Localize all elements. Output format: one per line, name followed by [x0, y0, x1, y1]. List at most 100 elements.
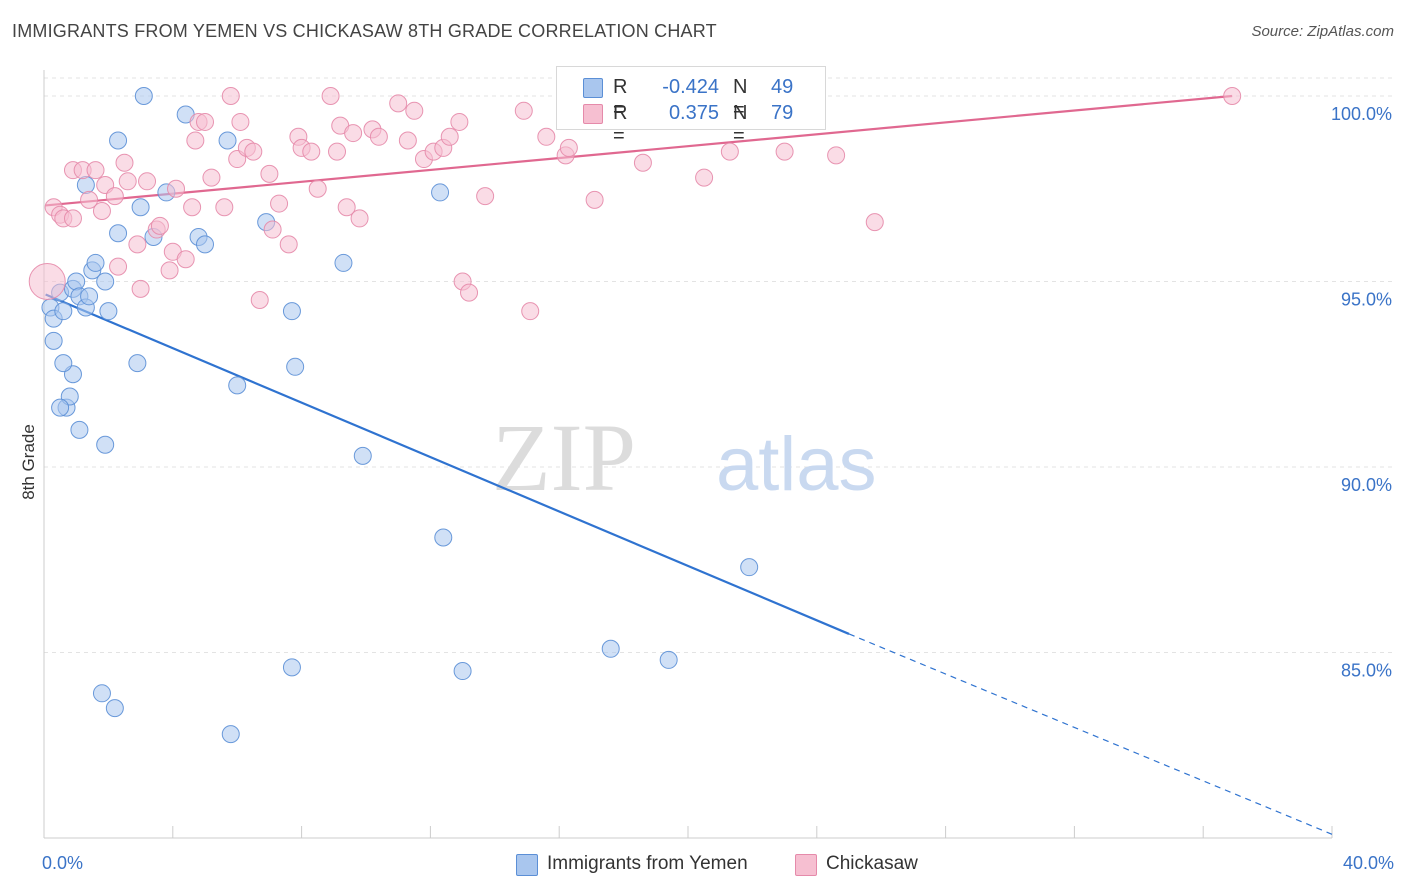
point-yemen [218, 131, 237, 150]
point-chickasaw [344, 124, 363, 143]
y-tick-label: 100.0% [1331, 104, 1392, 124]
point-yemen [99, 302, 118, 321]
point-chickasaw [476, 187, 495, 206]
trend-line-chickasaw [45, 94, 1233, 207]
point-chickasaw [138, 172, 157, 191]
legend-n-value-chickasaw: 79 [771, 102, 794, 124]
point-yemen [109, 131, 128, 150]
point-chickasaw [186, 131, 205, 150]
legend-swatch-yemen [583, 78, 603, 98]
point-yemen [70, 420, 89, 439]
point-chickasaw [460, 283, 479, 302]
point-yemen [96, 272, 115, 291]
axis-layer: 85.0% 90.0% 95.0% 100.0% 0.0% 40.0% [42, 70, 1394, 873]
point-chickasaw [196, 112, 214, 131]
trend-line-yemen [45, 293, 850, 635]
y-axis-label: 8th Grade [19, 424, 38, 500]
point-yemen [282, 658, 301, 677]
legend-n-label: N = [733, 102, 748, 147]
point-yemen [431, 183, 450, 202]
legend-r-label: R = [613, 102, 628, 147]
point-chickasaw [260, 164, 279, 183]
point-chickasaw [328, 142, 347, 161]
point-yemen [601, 639, 620, 658]
point-chickasaw [514, 101, 533, 120]
point-chickasaw [389, 94, 408, 113]
point-chickasaw [221, 86, 240, 105]
bottom-legend-swatch-chickasaw [795, 854, 817, 876]
points-layer [28, 86, 1242, 744]
point-chickasaw [86, 161, 105, 180]
point-chickasaw [337, 198, 356, 217]
point-yemen [128, 354, 147, 373]
legend-r-label: R = [613, 76, 628, 121]
point-chickasaw [308, 179, 327, 198]
trend-layer [45, 94, 1333, 835]
point-chickasaw [559, 138, 578, 157]
point-yemen [434, 528, 453, 547]
point-yemen [659, 650, 678, 669]
point-chickasaw [695, 168, 714, 187]
point-chickasaw [302, 142, 321, 161]
watermark: ZIP atlas [492, 404, 877, 511]
point-yemen [54, 302, 73, 321]
point-yemen [92, 684, 111, 703]
point-chickasaw [250, 291, 269, 310]
point-chickasaw [405, 101, 424, 120]
bottom-legend-swatch-yemen [516, 854, 538, 876]
point-chickasaw [398, 131, 417, 150]
point-chickasaw [244, 142, 263, 161]
point-yemen [740, 558, 759, 577]
point-yemen [453, 662, 472, 681]
point-yemen [353, 446, 372, 465]
legend-swatch-chickasaw [583, 104, 603, 124]
chart-title: IMMIGRANTS FROM YEMEN VS CHICKASAW 8TH G… [12, 21, 717, 41]
x-tick-label-min: 0.0% [42, 853, 83, 873]
point-yemen [80, 287, 99, 306]
point-chickasaw [183, 198, 202, 217]
point-yemen [109, 224, 128, 243]
point-chickasaw [118, 172, 137, 191]
stats-legend: R = -0.424 N = 49 R = 0.375 N = 79 [556, 66, 826, 147]
point-chickasaw [80, 190, 99, 209]
point-yemen [67, 272, 86, 291]
point-chickasaw [263, 220, 282, 239]
trend-line-extension-yemen [848, 633, 1333, 835]
point-chickasaw [1223, 86, 1242, 105]
point-chickasaw [585, 190, 604, 209]
point-chickasaw [92, 201, 111, 220]
y-tick-label: 90.0% [1341, 475, 1392, 495]
point-chickasaw [270, 194, 289, 213]
point-chickasaw [279, 235, 298, 254]
y-tick-label: 95.0% [1341, 289, 1392, 309]
point-yemen [44, 331, 63, 350]
point-chickasaw [231, 112, 250, 131]
point-yemen [228, 376, 247, 395]
point-chickasaw [131, 279, 150, 298]
point-chickasaw [350, 209, 369, 228]
point-chickasaw [827, 146, 846, 165]
legend-r-value-chickasaw: 0.375 [668, 102, 719, 124]
point-chickasaw [160, 261, 179, 280]
point-chickasaw [105, 187, 124, 206]
point-chickasaw [720, 142, 739, 161]
legend-n-value-yemen: 49 [771, 76, 794, 98]
point-chickasaw [537, 127, 556, 146]
point-yemen [105, 699, 124, 718]
point-chickasaw [775, 142, 794, 161]
point-chickasaw [450, 112, 469, 131]
point-chickasaw [440, 127, 459, 146]
bottom-legend-label-chickasaw: Chickasaw [826, 853, 918, 874]
point-chickasaw [150, 216, 169, 235]
source-credit: Source: ZipAtlas.com [1251, 23, 1394, 40]
point-chickasaw [167, 179, 186, 198]
point-yemen [196, 235, 214, 254]
grid-layer [44, 77, 1394, 653]
point-yemen [86, 253, 105, 272]
point-chickasaw [215, 198, 234, 217]
point-yemen [131, 198, 150, 217]
point-yemen [134, 86, 153, 105]
legend-n-label: N = [733, 76, 748, 121]
point-yemen [51, 398, 70, 417]
